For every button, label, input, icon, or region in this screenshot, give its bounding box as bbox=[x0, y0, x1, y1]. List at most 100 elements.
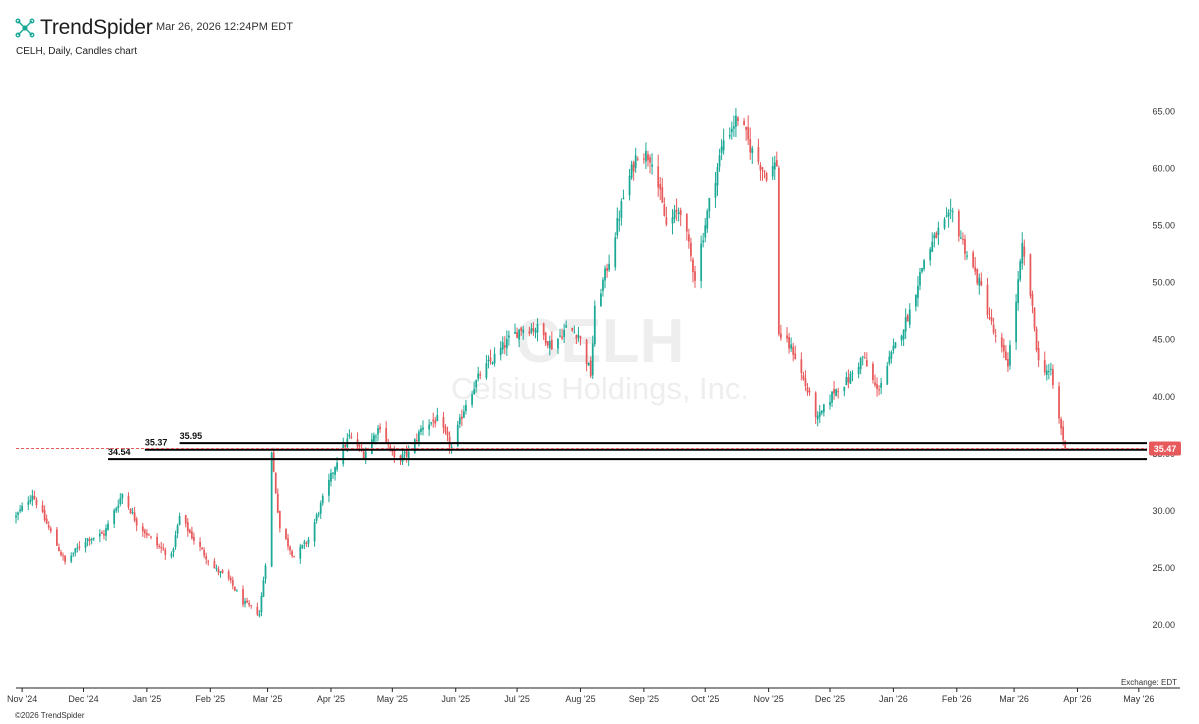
candle bbox=[217, 566, 220, 576]
candle-body bbox=[904, 317, 907, 332]
candle-body bbox=[379, 426, 381, 430]
candle bbox=[215, 564, 218, 572]
candle-body bbox=[659, 183, 662, 190]
candle bbox=[888, 350, 891, 366]
candle bbox=[665, 206, 668, 227]
candle-body bbox=[422, 427, 424, 430]
candle bbox=[792, 342, 795, 362]
candle-body bbox=[1047, 371, 1050, 373]
candle-body bbox=[319, 502, 322, 514]
candle bbox=[908, 303, 911, 329]
candle-body bbox=[205, 556, 208, 560]
candle bbox=[988, 307, 991, 321]
candle bbox=[150, 535, 152, 540]
candle-body bbox=[816, 415, 819, 420]
candle-body bbox=[933, 234, 936, 239]
candle-body bbox=[671, 217, 674, 224]
candle bbox=[186, 518, 189, 537]
candle-body bbox=[857, 366, 860, 375]
candle bbox=[442, 411, 445, 434]
candle bbox=[602, 277, 604, 297]
x-tick-label: Apr '26 bbox=[1063, 694, 1091, 704]
candle bbox=[559, 328, 561, 338]
candle bbox=[135, 516, 138, 532]
y-tick-label: 20.00 bbox=[1152, 620, 1175, 630]
candle bbox=[663, 197, 666, 217]
candle bbox=[508, 330, 510, 346]
candle bbox=[628, 169, 631, 201]
candle bbox=[446, 426, 449, 442]
candle-body bbox=[133, 512, 136, 521]
candle-body bbox=[804, 378, 807, 386]
candle bbox=[980, 272, 983, 287]
y-tick-label: 65.00 bbox=[1152, 106, 1175, 116]
candle-body bbox=[463, 411, 465, 418]
candle-body bbox=[735, 115, 737, 127]
candle bbox=[74, 548, 77, 557]
candle bbox=[534, 327, 537, 339]
candle-body bbox=[191, 531, 193, 539]
candle-body bbox=[1035, 328, 1038, 351]
candle-body bbox=[1002, 344, 1005, 352]
candle-body bbox=[890, 351, 893, 359]
candle bbox=[959, 230, 962, 240]
candle bbox=[634, 147, 637, 173]
candle bbox=[536, 318, 539, 342]
candle bbox=[176, 523, 179, 539]
candle-body bbox=[215, 567, 218, 569]
candle-body bbox=[399, 455, 402, 461]
candle-body bbox=[219, 571, 222, 573]
candle-body bbox=[522, 329, 525, 334]
candle bbox=[289, 545, 291, 555]
candle bbox=[45, 514, 48, 525]
candle bbox=[463, 405, 465, 419]
x-tick-label: Dec '25 bbox=[815, 694, 845, 704]
candle bbox=[160, 541, 163, 554]
candle-body bbox=[27, 501, 30, 505]
candle-body bbox=[471, 394, 473, 405]
candle bbox=[919, 267, 921, 291]
candle bbox=[544, 331, 547, 346]
candle-body bbox=[235, 590, 238, 592]
candle bbox=[720, 139, 723, 161]
candle-body bbox=[917, 285, 919, 298]
candle bbox=[485, 354, 488, 380]
candle bbox=[291, 549, 293, 558]
candle-body bbox=[213, 561, 216, 569]
candle bbox=[837, 387, 840, 399]
candle-body bbox=[757, 147, 760, 162]
candle-body bbox=[1015, 301, 1017, 343]
candle bbox=[661, 178, 664, 204]
candle-body bbox=[585, 339, 588, 365]
x-tick-label: Feb '25 bbox=[195, 694, 225, 704]
candle bbox=[31, 489, 34, 507]
candle-body bbox=[364, 451, 367, 459]
candle bbox=[193, 532, 195, 545]
candle bbox=[162, 543, 165, 551]
candle-body bbox=[315, 514, 318, 521]
candle-body bbox=[203, 549, 206, 556]
candle-body bbox=[536, 323, 539, 333]
candle-body bbox=[334, 467, 336, 475]
candle-body bbox=[591, 343, 594, 376]
candle-body bbox=[493, 353, 496, 364]
candle bbox=[947, 209, 950, 228]
candle bbox=[227, 569, 230, 581]
candle bbox=[90, 537, 93, 545]
candle-body bbox=[92, 537, 95, 540]
candle-body bbox=[135, 518, 138, 526]
candle bbox=[931, 232, 934, 253]
candle bbox=[274, 472, 277, 494]
candle bbox=[822, 403, 825, 417]
candle bbox=[348, 429, 351, 439]
candle bbox=[246, 597, 248, 604]
candle bbox=[957, 209, 960, 242]
candle-body bbox=[444, 426, 447, 433]
candle-body bbox=[1021, 243, 1024, 264]
candle-body bbox=[162, 548, 165, 550]
candle-body bbox=[174, 535, 177, 548]
candle-body bbox=[747, 127, 750, 140]
y-tick-label: 55.00 bbox=[1152, 221, 1175, 231]
candle-body bbox=[780, 333, 782, 339]
